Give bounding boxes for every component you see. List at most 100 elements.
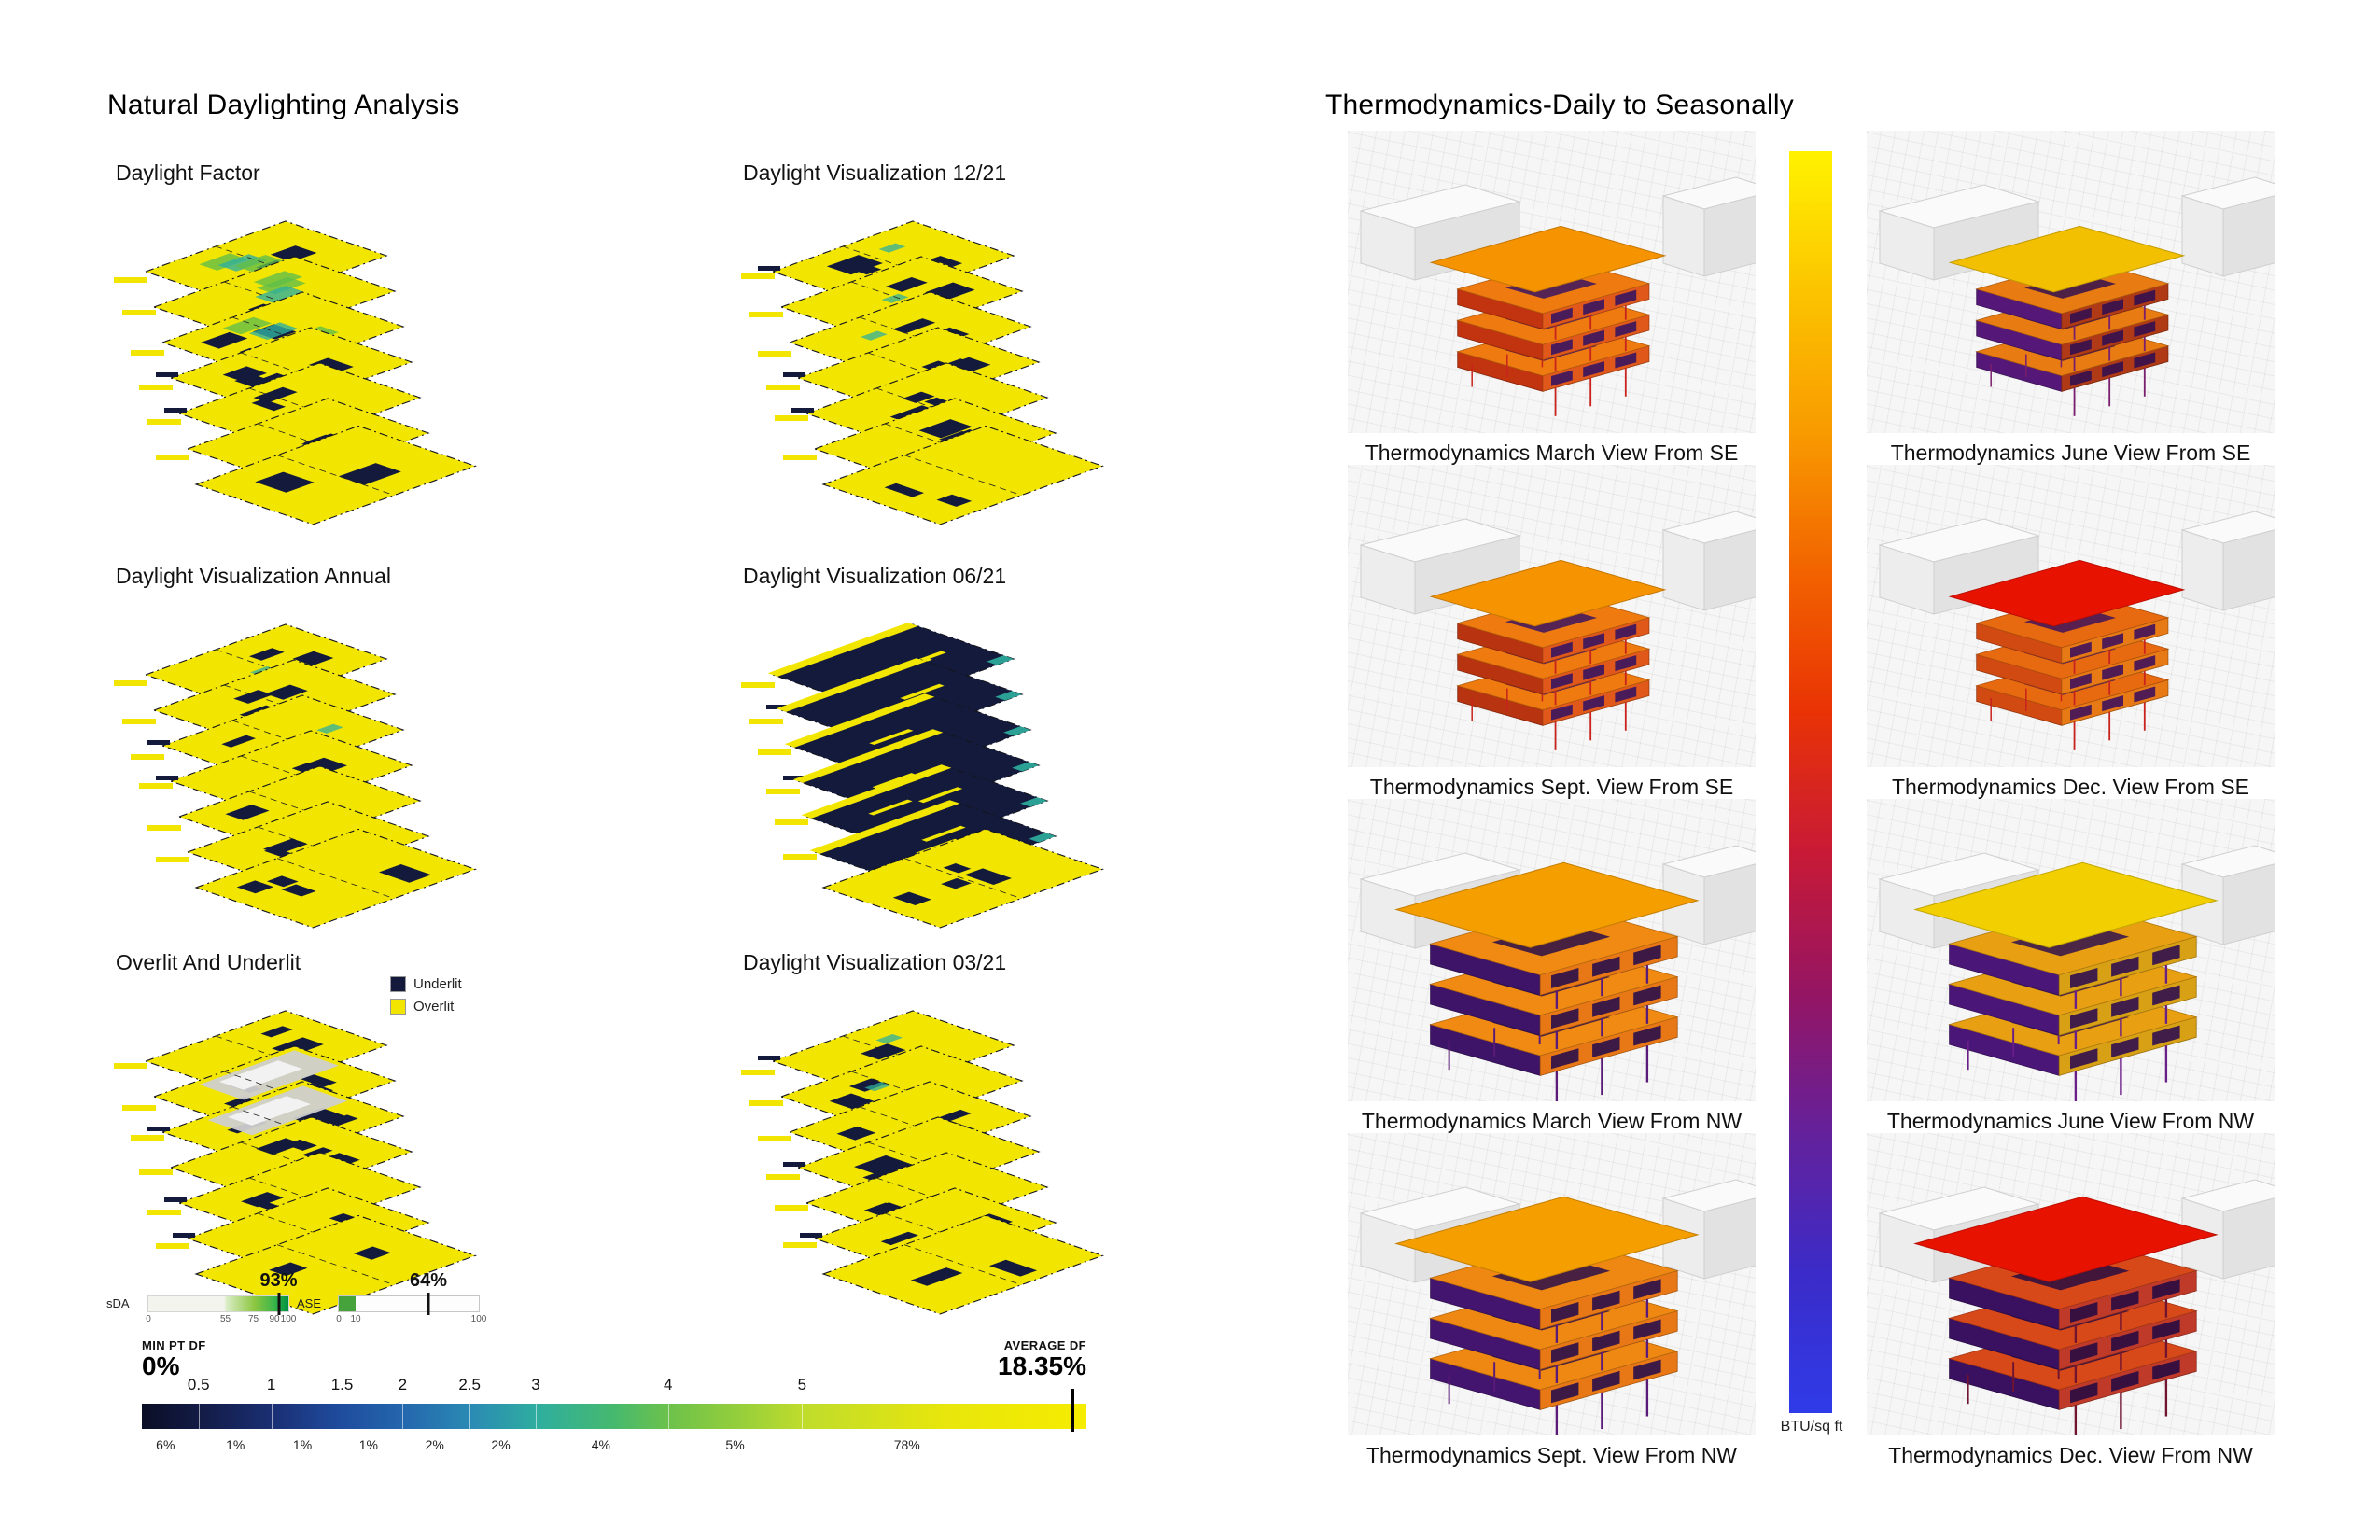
legend-row-overlit: Overlit <box>390 999 462 1015</box>
legend-row-underlit: Underlit <box>390 976 462 992</box>
df-percent-label: 2% <box>491 1437 511 1452</box>
sda-tick-label: 90 <box>269 1314 280 1324</box>
daylight-viz-0321-diagram <box>741 1010 1104 1315</box>
panel-caption: Daylight Visualization 12/21 <box>743 161 1007 185</box>
df-scale-tick-line <box>198 1404 200 1429</box>
daylight-annual-panel: Daylight Visualization Annual <box>103 564 534 962</box>
thermo-june-nw-render <box>1878 845 2298 1108</box>
sda-tick-label: 55 <box>219 1314 231 1324</box>
df-min-label: MIN PT DF <box>142 1338 206 1352</box>
sda-tick-label: 0 <box>146 1314 151 1324</box>
thermo-dec-se-render <box>1878 511 2298 750</box>
thermo-june-se-render <box>1878 176 2298 416</box>
panel-caption: Daylight Visualization 06/21 <box>743 564 1007 588</box>
df-avg-label: AVERAGE DF <box>1003 1338 1086 1352</box>
df-scale-tick-line <box>802 1404 804 1429</box>
tile-caption: Thermodynamics March View From SE <box>1365 441 1739 465</box>
df-tick-label: 2 <box>398 1376 408 1393</box>
df-scale-tick-line <box>667 1404 669 1429</box>
ase-green-segment <box>339 1296 356 1311</box>
df-scale-tick-line <box>469 1404 471 1429</box>
tile-caption: Thermodynamics Dec. View From NW <box>1888 1443 2253 1467</box>
underlit-label: Underlit <box>413 976 462 992</box>
df-tick-label: 1.5 <box>330 1376 354 1393</box>
ase-bar: 64% 0 10 100 <box>336 1270 486 1324</box>
df-tick-label: 0.5 <box>187 1376 210 1393</box>
thermo-render <box>1348 799 1779 1108</box>
panel-caption: Daylight Visualization Annual <box>116 564 391 588</box>
underlit-swatch <box>390 976 406 992</box>
sda-value: 93% <box>259 1270 298 1291</box>
tile-caption: Thermodynamics Sept. View From NW <box>1365 1443 1738 1467</box>
thermo-render <box>1348 465 1779 767</box>
df-tick-label: 3 <box>531 1376 540 1393</box>
daylighting-title: Natural Daylighting Analysis <box>107 90 460 120</box>
daylight-viz-1221-diagram <box>741 220 1104 525</box>
thermo-tile-june-se: Thermodynamics June View From SE <box>1867 131 2298 466</box>
thermo-march-se-render <box>1359 176 1779 416</box>
df-tick-label: 5 <box>797 1376 807 1393</box>
overlit-underlit-diagram <box>114 1010 477 1315</box>
df-percent-label: 6% <box>156 1437 175 1452</box>
df-tick-label: 2.5 <box>458 1376 481 1393</box>
overlit-label: Overlit <box>413 999 455 1015</box>
ase-value: 64% <box>409 1270 448 1291</box>
df-min-block: MIN PT DF 0% <box>142 1338 206 1379</box>
thermo-render <box>1867 1133 2298 1442</box>
tile-caption: Thermodynamics Dec. View From SE <box>1891 775 2249 799</box>
df-avg-value: 18.35% <box>998 1351 1086 1380</box>
df-scale-tick-line <box>536 1404 537 1429</box>
sda-tick-label: 75 <box>247 1314 259 1324</box>
panel-caption: Daylight Visualization 03/21 <box>743 950 1007 974</box>
ase-tick-label: 100 <box>470 1314 487 1324</box>
df-percent-label: 2% <box>425 1437 444 1452</box>
ase-tick-label: 10 <box>350 1314 361 1324</box>
tile-caption: Thermodynamics March View From NW <box>1361 1109 1743 1133</box>
overlit-underlit-panel: Overlit And Underlit Underlit Overlit <box>103 950 534 1349</box>
sda-bar: 93% 0 55 75 90 100 <box>146 1270 297 1324</box>
daylight-viz-0321-panel: Daylight Visualization 03/21 <box>730 950 1161 1349</box>
overlit-swatch <box>390 999 406 1015</box>
ase-tick-label: 0 <box>336 1314 342 1324</box>
daylight-factor-diagram <box>114 220 477 525</box>
ase-marker <box>427 1293 430 1315</box>
thermo-sept-nw-render <box>1359 1179 1779 1442</box>
daylight-annual-diagram <box>114 623 477 929</box>
daylight-viz-0621-panel: Daylight Visualization 06/21 <box>730 564 1161 962</box>
thermo-tile-march-se: Thermodynamics March View From SE <box>1348 131 1779 466</box>
sda-ticks: 0 55 75 90 100 <box>146 1314 296 1325</box>
sda-label: sDA <box>106 1296 130 1310</box>
thermo-render <box>1867 799 2298 1108</box>
df-percent-labels: 6% 1% 1% 1% 2% 2% 4% 5% 78% <box>142 1437 1086 1454</box>
tile-caption: Thermodynamics June View From SE <box>1890 441 2251 465</box>
sda-meter: sDA 93% 0 55 75 90 100 <box>106 1270 298 1324</box>
df-tick-labels: 0.5 1 1.5 2 2.5 3 4 5 <box>142 1376 1086 1396</box>
thermo-tile-sept-nw: Thermodynamics Sept. View From NW <box>1348 1133 1779 1468</box>
df-tick-label: 1 <box>266 1376 276 1393</box>
thermo-dec-nw-render <box>1878 1179 2298 1442</box>
daylight-viz-0621-diagram <box>741 623 1104 929</box>
df-percent-label: 78% <box>893 1437 920 1452</box>
tile-caption: Thermodynamics Sept. View From SE <box>1369 775 1734 799</box>
df-percent-label: 1% <box>292 1437 313 1452</box>
df-average-marker <box>1070 1389 1074 1432</box>
panel-caption: Overlit And Underlit <box>116 950 301 974</box>
thermo-sept-se-render <box>1359 511 1779 750</box>
tile-caption: Thermodynamics June View From NW <box>1886 1109 2255 1133</box>
thermo-render <box>1867 465 2298 767</box>
df-percent-label: 4% <box>591 1437 610 1452</box>
btu-colorbar-label: BTU/sq ft <box>1780 1419 1843 1435</box>
sda-marker <box>277 1293 280 1315</box>
daylight-viz-1221-panel: Daylight Visualization 12/21 <box>730 161 1161 559</box>
df-scale-tick-line <box>402 1404 404 1429</box>
df-scale-tick-line <box>271 1404 273 1429</box>
ase-label: ASE <box>297 1296 322 1310</box>
df-avg-block: AVERAGE DF 18.35% <box>998 1338 1086 1379</box>
thermo-tile-dec-nw: Thermodynamics Dec. View From NW <box>1867 1133 2298 1468</box>
df-percent-label: 1% <box>226 1437 245 1452</box>
df-min-value: 0% <box>142 1351 180 1380</box>
thermo-render <box>1348 131 1779 433</box>
thermo-tile-june-nw: Thermodynamics June View From NW <box>1867 799 2298 1134</box>
daylight-factor-panel: Daylight Factor <box>103 161 534 559</box>
